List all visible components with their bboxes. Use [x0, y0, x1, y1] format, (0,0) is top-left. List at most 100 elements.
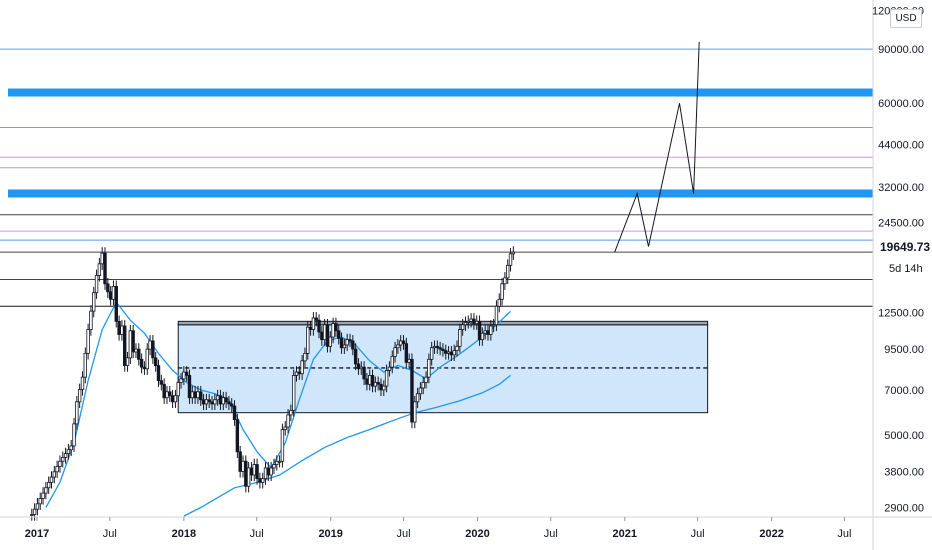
candle-body — [275, 460, 279, 465]
candle-body — [393, 347, 397, 357]
bar-countdown: 5d 14h — [889, 263, 923, 275]
candle-body — [244, 460, 248, 487]
candle-body — [89, 310, 93, 330]
candle-body — [58, 460, 62, 467]
candle-body — [204, 399, 209, 405]
candle-body — [390, 355, 394, 368]
candle-body — [384, 369, 389, 387]
candle-body — [114, 286, 118, 322]
candle-body — [128, 330, 133, 359]
candle-body — [80, 376, 85, 390]
last-price-label: 19649.73 — [876, 239, 932, 256]
candle-body — [238, 451, 242, 472]
zone-band-0 — [8, 88, 873, 97]
candle-body — [325, 324, 330, 347]
candle-body — [72, 423, 76, 447]
candle-body — [193, 391, 197, 399]
candle-body — [396, 344, 400, 349]
candle-body — [356, 363, 361, 370]
candle-body — [156, 365, 161, 382]
candle-body — [35, 503, 40, 510]
candle-body — [103, 252, 107, 285]
candle-body — [83, 352, 87, 378]
candle-body — [263, 467, 268, 480]
x-tick-label: 2018 — [172, 528, 196, 540]
candle-body — [398, 340, 403, 346]
candle-body — [348, 339, 352, 342]
candle-body — [368, 375, 372, 385]
candle-body — [401, 340, 406, 345]
y-tick-label: 3800.00 — [884, 466, 924, 478]
candle-body — [249, 467, 254, 476]
candle-body — [382, 385, 386, 391]
candle-body — [345, 339, 349, 346]
price-axis[interactable]: 120000.0090000.0060000.0044000.0032000.0… — [872, 6, 924, 515]
y-tick-label: 60000.00 — [878, 98, 924, 110]
time-axis[interactable]: 2017 Jul 2018 Jul 2019 Jul 2020 Jul 2021 Jul 2022 J… — [25, 517, 852, 540]
x-tick-label: 2020 — [465, 528, 489, 540]
candle-body — [449, 351, 454, 356]
candle-body — [452, 350, 456, 356]
candle-body — [184, 371, 189, 376]
candle-body — [162, 383, 166, 399]
candle-body — [387, 366, 392, 371]
candle-body — [475, 320, 479, 325]
candle-body — [334, 323, 338, 332]
candle-body — [314, 317, 318, 321]
projection-path — [614, 41, 700, 253]
candle-body — [190, 391, 195, 399]
candle-body — [463, 322, 468, 326]
candle-body — [196, 391, 200, 399]
candle-body — [491, 324, 496, 327]
candle-body — [320, 331, 324, 341]
candle-body — [207, 399, 211, 403]
candle-body — [424, 376, 428, 383]
candle-body — [362, 366, 366, 380]
candle-body — [486, 330, 490, 335]
candle-body — [277, 460, 282, 463]
x-tick-label: 2017 — [25, 528, 49, 540]
candle-body — [199, 391, 203, 401]
x-tick-label: Jul — [837, 528, 851, 540]
candle-body — [297, 371, 302, 375]
zone-band-1 — [8, 189, 873, 198]
candle-body — [117, 320, 121, 335]
y-tick-label: 2900.00 — [884, 502, 924, 514]
candle-body — [134, 348, 138, 353]
y-tick-label: 9500.00 — [884, 344, 924, 356]
candle-body — [291, 375, 296, 411]
candle-body — [176, 382, 180, 397]
candle-body — [173, 395, 178, 403]
y-tick-label: 7000.00 — [884, 385, 924, 397]
candle-body — [503, 277, 507, 285]
ma-line-1 — [183, 374, 511, 517]
candle-body — [469, 318, 473, 322]
currency-badge[interactable]: USD — [890, 9, 922, 28]
candle-body — [232, 405, 237, 421]
candle-body — [272, 464, 276, 469]
candles — [30, 246, 516, 521]
candle-body — [159, 380, 164, 385]
candle-body — [252, 464, 256, 476]
candle-body — [432, 345, 437, 349]
candle-body — [201, 399, 206, 405]
x-tick-label: Jul — [250, 528, 264, 540]
candle-body — [52, 471, 57, 478]
candle-body — [460, 324, 465, 330]
candle-body — [429, 347, 434, 360]
candle-body — [230, 403, 234, 407]
candle-body — [500, 283, 504, 300]
y-tick-label: 24500.00 — [878, 218, 924, 230]
candle-body — [168, 391, 172, 397]
candle-body — [100, 252, 104, 265]
candle-body — [269, 467, 273, 476]
candle-body — [125, 357, 130, 366]
candle-body — [32, 508, 37, 515]
candle-body — [446, 351, 451, 354]
candle-body — [289, 410, 293, 416]
candle-body — [339, 337, 344, 349]
candle-body — [303, 353, 307, 362]
candle-body — [480, 332, 485, 341]
candle-body — [300, 360, 304, 375]
